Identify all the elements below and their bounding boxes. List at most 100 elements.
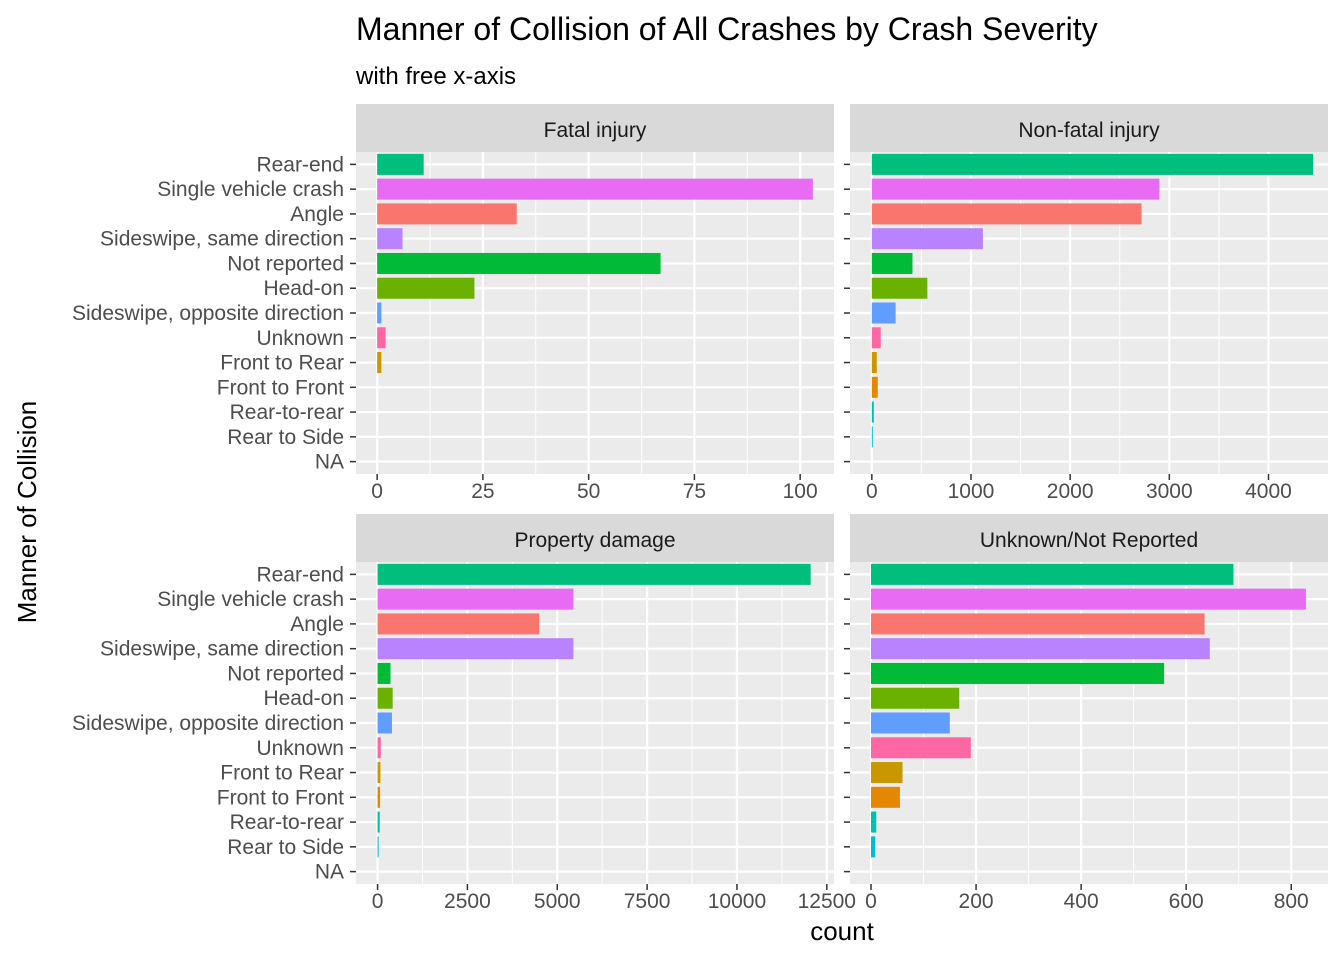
bar [871,687,960,709]
bar [871,613,1205,635]
y-tick-label: Not reported [227,662,344,685]
x-tick-label: 0 [372,890,384,913]
x-tick-label: 5000 [534,890,581,913]
x-tick-label: 12500 [798,890,856,913]
y-tick-label: Unknown [256,737,344,760]
y-tick-label: Single vehicle crash [157,178,344,201]
bar [871,836,876,858]
bar [377,563,811,585]
y-tick-label: Not reported [227,252,344,275]
bar [871,252,913,274]
y-tick-label: NA [315,861,344,884]
y-tick-label: Sideswipe, opposite direction [72,302,344,325]
bar [377,277,475,299]
bar [871,786,900,808]
y-tick-label: Rear to Side [227,836,344,859]
facet-strip [356,514,834,562]
bar [871,737,971,759]
bar [377,786,381,808]
bar [871,563,1234,585]
y-tick-label: Angle [290,203,344,226]
facet-strip [356,104,834,152]
y-tick-label: Head-on [263,277,344,300]
x-tick-label: 10000 [708,890,766,913]
bar [871,327,881,349]
facet-strip-label: Non-fatal injury [1018,119,1160,142]
x-tick-label: 3000 [1146,480,1193,503]
bar [377,638,574,660]
y-tick-label: Sideswipe, same direction [100,638,344,661]
bar [377,302,382,324]
x-tick-label: 50 [577,480,600,503]
x-tick-label: 75 [683,480,706,503]
chart-subtitle: with free x-axis [355,63,516,90]
bar [871,277,928,299]
x-tick-label: 100 [783,480,818,503]
bar [871,178,1160,200]
x-tick-label: 25 [471,480,494,503]
facet-strip-label: Fatal injury [544,119,647,142]
bar [377,153,424,175]
bar [871,638,1210,660]
bar [871,153,1314,175]
facet-strip-label: Unknown/Not Reported [980,529,1198,552]
bar [377,613,540,635]
facet-panel: Unknown/Not Reported 0 200 400 600 800 [844,514,1328,913]
x-tick-label: 2000 [1047,480,1094,503]
y-tick-label: Sideswipe, opposite direction [72,712,344,735]
bar [871,811,877,833]
bar [871,662,1165,684]
bar [871,588,1306,610]
bar [871,401,874,423]
bar [377,203,517,225]
bar [871,712,950,734]
x-tick-label: 4000 [1245,480,1292,503]
y-tick-label: Single vehicle crash [157,588,344,611]
y-tick-label: Front to Rear [220,762,344,785]
bar [377,737,381,759]
facet-panel: Property damage 0 2500 5000 7500 10000 12500 NA… [72,514,856,913]
bar [377,811,380,833]
facet-strip [850,514,1328,562]
y-tick-label: Angle [290,613,344,636]
bar [377,178,813,200]
x-axis-title: count [810,916,874,946]
x-tick-label: 7500 [624,890,671,913]
bar [377,327,386,349]
y-axis-title: Manner of Collision [12,401,42,624]
bar [377,836,379,858]
y-tick-label: Sideswipe, same direction [100,228,344,251]
y-tick-label: Rear-end [256,153,344,176]
bar [871,376,878,398]
bar [377,762,381,784]
bar [871,203,1142,225]
facet-strip [850,104,1328,152]
x-tick-label: 0 [371,480,383,503]
y-tick-label: Unknown [256,327,344,350]
x-tick-label: 0 [865,890,877,913]
x-tick-label: 400 [1064,890,1099,913]
y-tick-label: Rear to Side [227,426,344,449]
facet-strip-label: Property damage [514,529,675,552]
y-tick-label: Front to Front [217,786,344,809]
bar [377,712,392,734]
bar [871,352,877,374]
facet-panel: Non-fatal injury 0 1000 2000 3000 4000 [844,104,1328,503]
y-tick-label: Head-on [263,687,344,710]
x-tick-label: 600 [1169,890,1204,913]
x-tick-label: 800 [1274,890,1309,913]
y-tick-label: Rear-end [256,563,344,586]
y-tick-label: Front to Front [217,376,344,399]
x-tick-label: 2500 [444,890,491,913]
x-tick-label: 0 [866,480,878,503]
bar [871,228,983,250]
chart-title: Manner of Collision of All Crashes by Cr… [356,11,1098,47]
bar [871,302,896,324]
x-tick-label: 1000 [948,480,995,503]
y-tick-label: Rear-to-rear [230,811,344,834]
bar [871,426,873,448]
bar [871,762,903,784]
